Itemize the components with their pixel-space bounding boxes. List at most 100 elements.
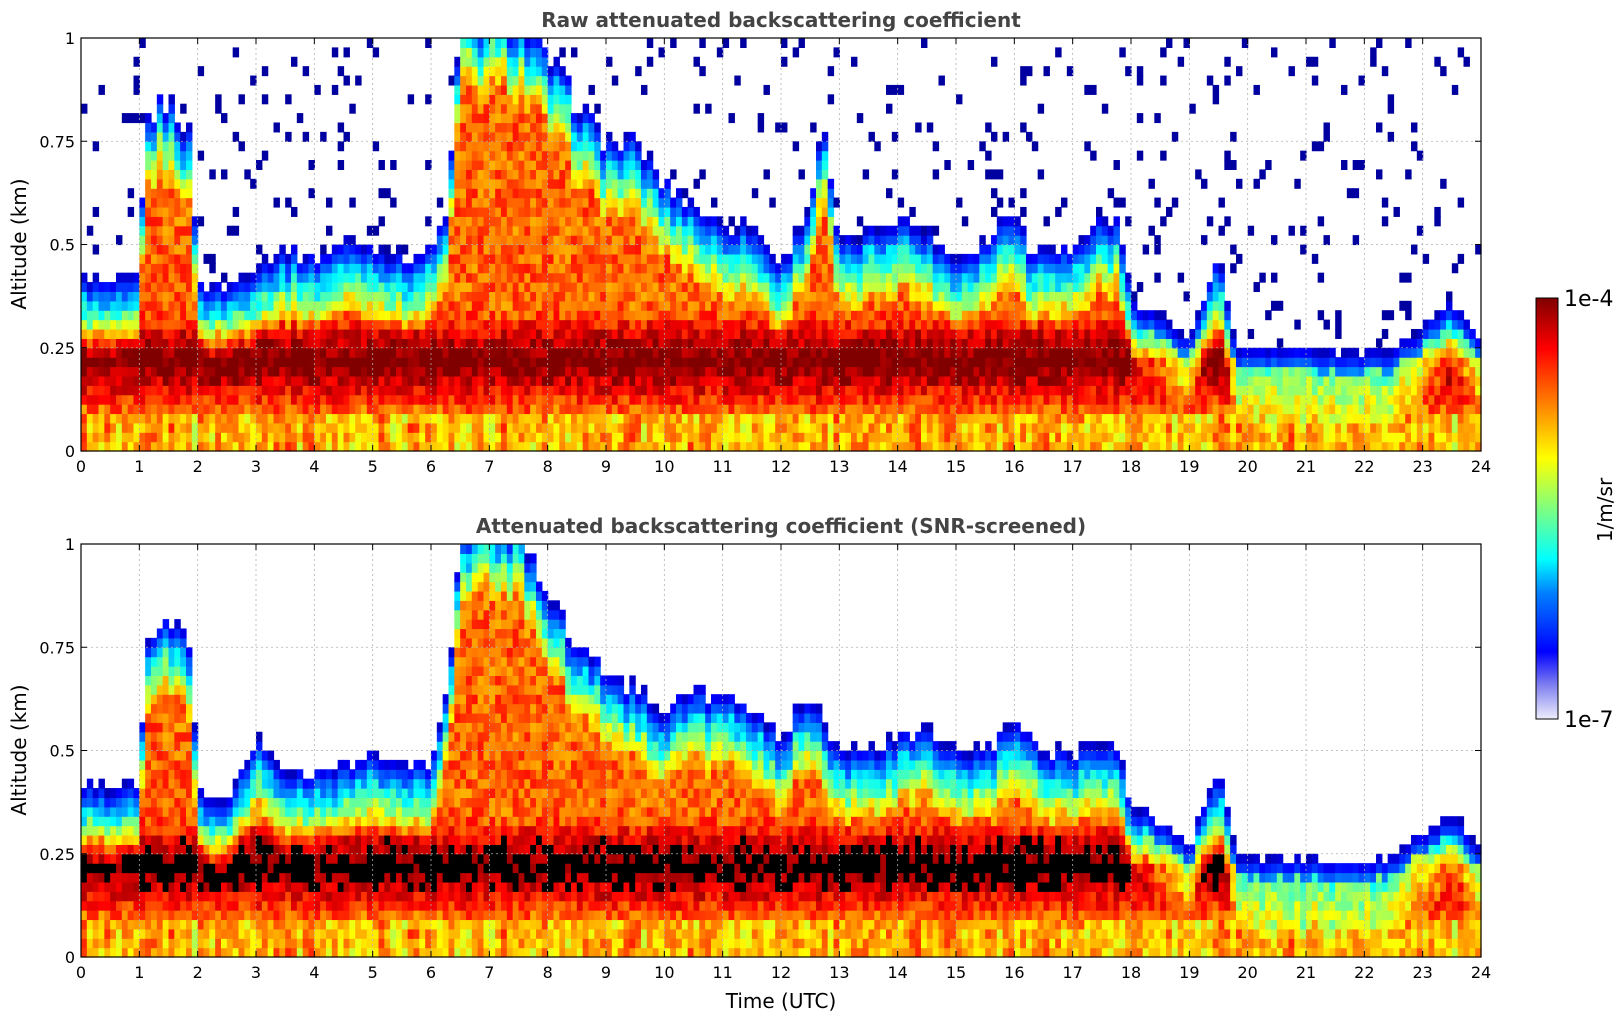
heatmap-cell — [221, 310, 228, 321]
heatmap-cell — [891, 310, 899, 321]
heatmap-cell — [139, 422, 146, 433]
heatmap-cell — [594, 432, 601, 443]
heatmap-cell — [1101, 385, 1109, 396]
heatmap-cell — [530, 310, 537, 321]
heatmap-cell — [471, 169, 479, 180]
heatmap-cell — [734, 328, 741, 339]
heatmap-cell — [804, 375, 811, 386]
heatmap-cell — [536, 178, 543, 189]
heatmap-cell — [238, 432, 245, 443]
heatmap-cell — [355, 404, 362, 415]
heatmap-cell — [372, 141, 380, 152]
heatmap-cell — [460, 385, 467, 396]
heatmap-cell — [880, 225, 887, 236]
heatmap-cell — [874, 413, 881, 424]
heatmap-cell — [810, 310, 817, 321]
heatmap-cell — [168, 169, 175, 180]
heatmap-cell — [996, 216, 1004, 227]
heatmap-cell — [419, 328, 426, 339]
heatmap-cell — [757, 282, 765, 293]
heatmap-cell — [950, 413, 957, 424]
heatmap-cell — [384, 272, 391, 283]
heatmap-cell — [728, 272, 735, 283]
heatmap-cell — [279, 338, 286, 349]
heatmap-cell — [1055, 366, 1062, 377]
heatmap-cell — [1031, 272, 1039, 283]
heatmap-cell — [524, 404, 531, 415]
heatmap-cell — [180, 141, 187, 152]
heatmap-cell — [320, 347, 327, 358]
heatmap-cell — [991, 169, 998, 180]
heatmap-cell — [401, 413, 409, 424]
heatmap-cell — [232, 404, 240, 415]
heatmap-cell — [856, 282, 864, 293]
heatmap-cell — [1107, 235, 1115, 246]
heatmap-cell — [1031, 319, 1039, 330]
heatmap-cell — [728, 385, 735, 396]
heatmap-cell — [950, 347, 957, 358]
heatmap-cell — [547, 131, 555, 142]
heatmap-cell — [121, 338, 129, 349]
heatmap-cell — [413, 263, 420, 274]
heatmap-cell — [606, 141, 613, 152]
heatmap-cell — [1066, 310, 1074, 321]
heatmap-cell — [670, 319, 677, 330]
heatmap-cell — [536, 113, 543, 124]
heatmap-cell — [1090, 84, 1097, 95]
heatmap-cell — [833, 385, 840, 396]
heatmap-cell — [547, 422, 555, 433]
heatmap-cell — [431, 432, 438, 443]
heatmap-cell — [821, 404, 829, 415]
heatmap-cell — [1049, 375, 1056, 386]
heatmap-cell — [1031, 291, 1039, 302]
heatmap-cell — [226, 347, 234, 358]
heatmap-cell — [1113, 253, 1120, 264]
heatmap-cell — [460, 422, 467, 433]
heatmap-cell — [658, 188, 665, 199]
heatmap-cell — [168, 413, 175, 424]
heatmap-cell — [967, 422, 975, 433]
heatmap-cell — [973, 394, 980, 405]
heatmap-cell — [151, 216, 158, 227]
heatmap-cell — [483, 84, 490, 95]
heatmap-cell — [956, 338, 963, 349]
heatmap-cell — [623, 413, 630, 424]
heatmap-cell — [985, 394, 992, 405]
heatmap-cell — [646, 225, 654, 236]
heatmap-cell — [349, 375, 356, 386]
heatmap-cell — [652, 178, 660, 189]
heatmap-cell — [617, 328, 625, 339]
heatmap-cell — [378, 319, 385, 330]
heatmap-cell — [1131, 300, 1138, 311]
heatmap-cell — [1113, 413, 1120, 424]
heatmap-cell — [425, 404, 432, 415]
heatmap-cell — [874, 441, 881, 452]
heatmap-cell — [839, 404, 846, 415]
heatmap-cell — [425, 282, 432, 293]
heatmap-cell — [868, 366, 875, 377]
heatmap-cell — [553, 338, 560, 349]
heatmap-cell — [1026, 404, 1033, 415]
heatmap-cell — [431, 310, 438, 321]
heatmap-cell — [845, 253, 852, 264]
heatmap-cell — [460, 235, 467, 246]
heatmap-cell — [471, 394, 479, 405]
heatmap-cell — [559, 357, 566, 368]
heatmap-cell — [734, 432, 741, 443]
heatmap-cell — [442, 328, 450, 339]
heatmap-cell — [355, 385, 362, 396]
heatmap-cell — [547, 225, 555, 236]
heatmap-cell — [1101, 338, 1109, 349]
heatmap-cell — [1026, 263, 1033, 274]
heatmap-cell — [1008, 263, 1015, 274]
heatmap-cell — [1008, 394, 1015, 405]
heatmap-cell — [156, 188, 164, 199]
heatmap-cell — [681, 188, 689, 199]
heatmap-cell — [804, 394, 811, 405]
top-panel-heatmap — [81, 38, 1482, 452]
heatmap-cell — [92, 385, 100, 396]
heatmap-cell — [629, 432, 636, 443]
heatmap-cell — [1043, 338, 1050, 349]
heatmap-cell — [1043, 347, 1050, 358]
heatmap-cell — [664, 300, 671, 311]
